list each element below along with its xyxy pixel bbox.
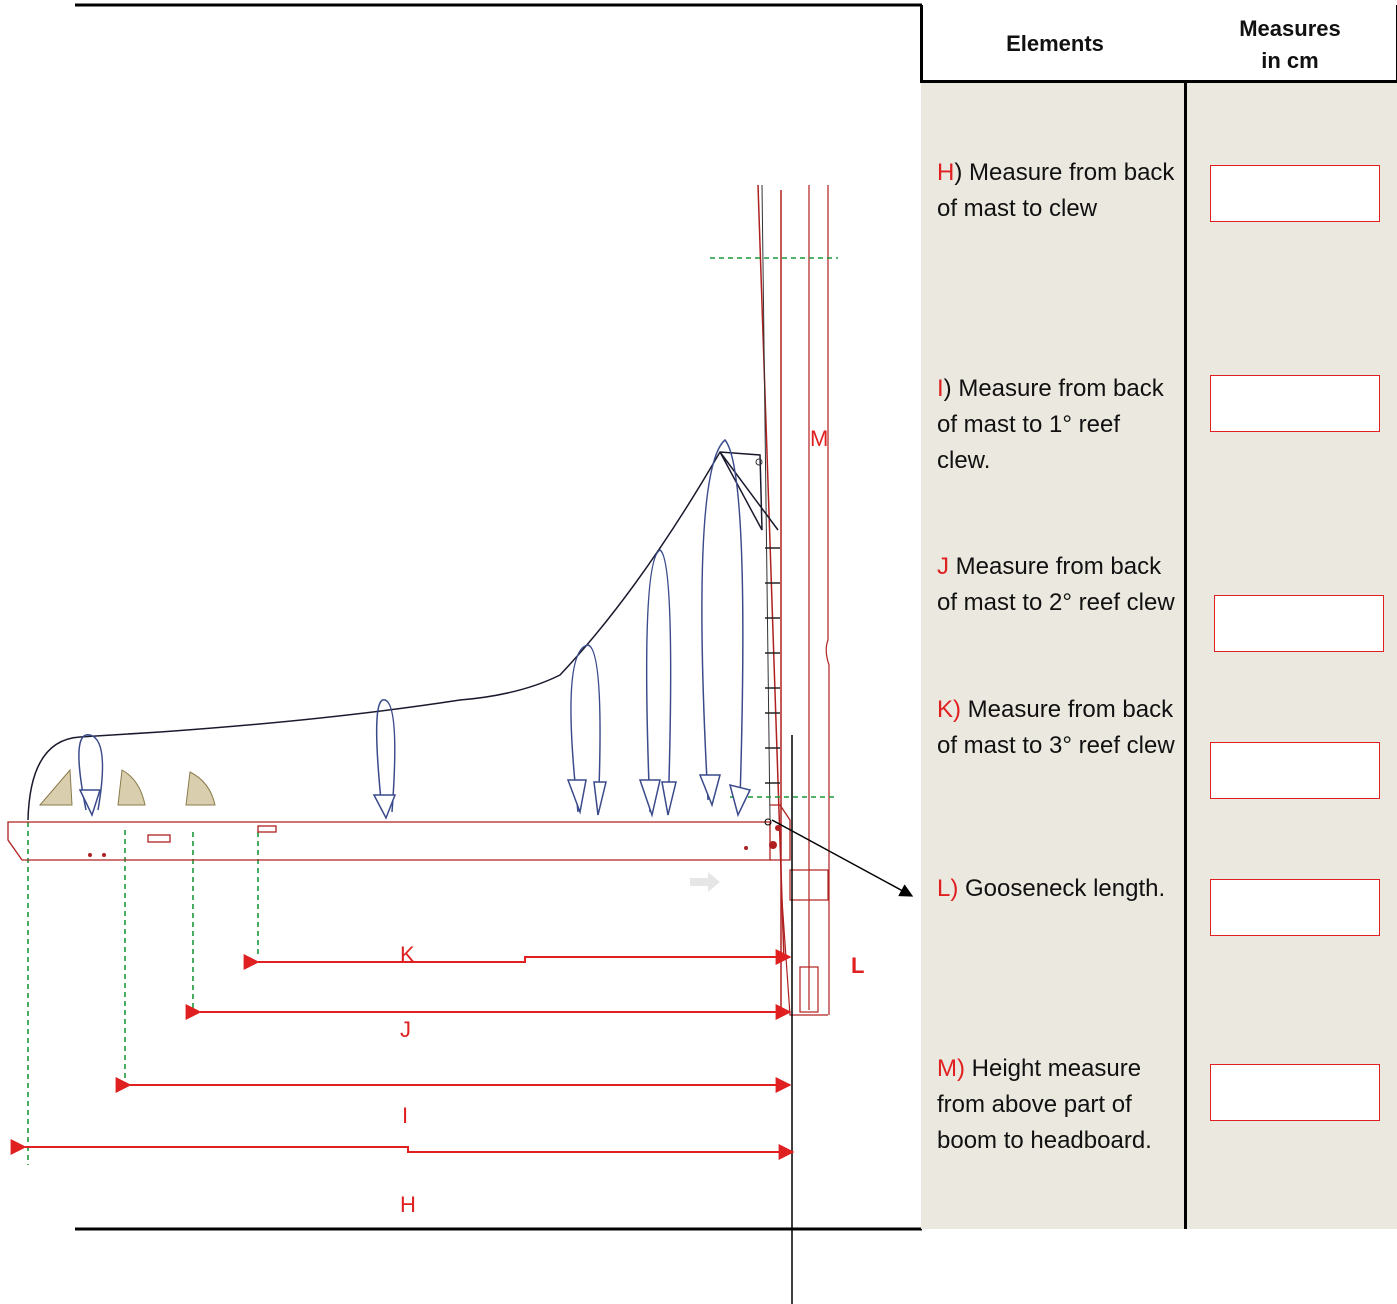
row-L-text: Gooseneck length.	[958, 875, 1166, 902]
row-L-code: L)	[937, 875, 959, 902]
measure-input-L[interactable]	[1210, 879, 1380, 936]
row-J-code: J	[937, 553, 949, 580]
row-I-code: I	[937, 375, 944, 402]
measure-input-K[interactable]	[1210, 742, 1380, 799]
label-H: H	[400, 1192, 416, 1217]
gooseneck-pointer-arrow	[771, 819, 914, 897]
faint-arrow-icon	[690, 872, 720, 892]
row-H-sep: )	[954, 159, 963, 186]
row-L-label: L) Gooseneck length.	[937, 871, 1177, 907]
reef-arrowheads	[78, 774, 752, 820]
row-M-text: Height measure from above part of boom t…	[937, 1055, 1152, 1154]
table-body-background	[921, 83, 1397, 1229]
sail-ring	[755, 458, 763, 466]
row-I-text: Measure from back of mast to 1° reef cle…	[937, 375, 1164, 474]
column-separator	[1184, 83, 1187, 1229]
boom	[7, 804, 791, 861]
row-J-label: J Measure from back of mast to 2° reef c…	[937, 549, 1177, 621]
measure-input-M[interactable]	[1210, 1064, 1380, 1121]
row-H-text: Measure from back of mast to clew	[937, 159, 1175, 222]
row-K-label: K) Measure from back of mast to 3° reef …	[937, 692, 1177, 764]
label-I: I	[402, 1103, 408, 1128]
gooseneck-pin	[764, 818, 772, 826]
header-measures: Measures in cm	[1239, 16, 1341, 73]
label-M: M	[810, 426, 828, 451]
label-J: J	[400, 1017, 411, 1042]
row-K-code: K)	[937, 696, 961, 723]
reef-loops	[78, 438, 744, 816]
row-H-label: H) Measure from back of mast to clew	[937, 155, 1177, 227]
dimension-H	[10, 1139, 795, 1160]
row-I-label: I) Measure from back of mast to 1° reef …	[937, 371, 1177, 479]
measure-input-I[interactable]	[1210, 375, 1380, 432]
row-M-label: M) Height measure from above part of boo…	[937, 1051, 1177, 1159]
row-M-code: M)	[937, 1055, 965, 1082]
row-H-code: H	[937, 159, 955, 186]
measure-input-H[interactable]	[1210, 165, 1380, 222]
dimension-lines	[10, 949, 795, 1160]
header-elements: Elements	[1006, 31, 1104, 56]
mast-slides	[765, 547, 780, 784]
measure-input-J[interactable]	[1214, 595, 1384, 652]
label-L: L	[851, 953, 864, 978]
mast	[757, 184, 830, 1016]
label-K: K	[400, 942, 415, 967]
row-I-sep: )	[943, 375, 952, 402]
guide-lines	[27, 257, 838, 1165]
reef-blocks	[38, 768, 216, 806]
table-header	[920, 5, 1397, 83]
sail-foot-curve	[27, 451, 779, 821]
boom-details	[88, 825, 781, 857]
row-K-text: Measure from back of mast to 3° reef cle…	[937, 696, 1175, 759]
dimension-K	[243, 949, 792, 970]
row-J-text: Measure from back of mast to 2° reef cle…	[937, 553, 1175, 616]
